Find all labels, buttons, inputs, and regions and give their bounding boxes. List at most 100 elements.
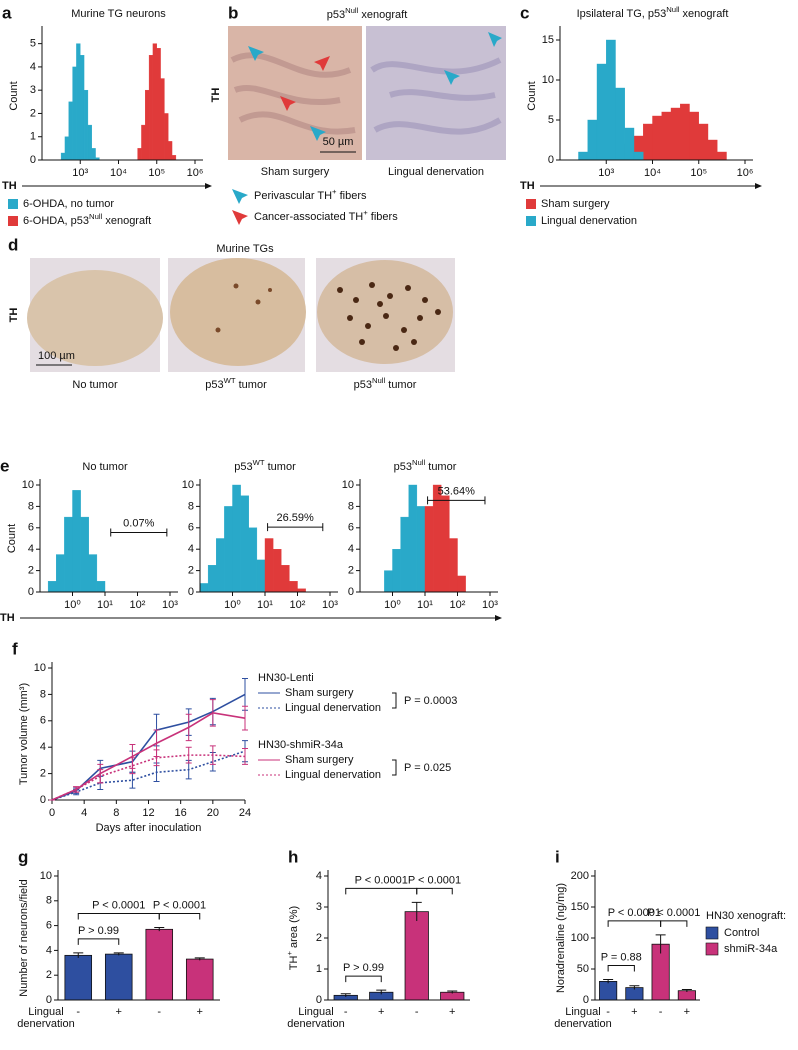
histogram-bar xyxy=(596,63,607,161)
superscript: Null xyxy=(666,5,680,14)
gate xyxy=(110,528,168,537)
histogram-bar xyxy=(578,151,588,161)
legend-arrow xyxy=(232,210,248,225)
scale-label: 100 µm xyxy=(38,350,75,362)
histogram-bar xyxy=(152,43,157,161)
text-part: p53 xyxy=(327,9,345,21)
y-tick-label: 2 xyxy=(30,107,36,119)
histogram-bar xyxy=(272,549,282,593)
panel-label: i xyxy=(555,847,560,866)
text-part: p53 xyxy=(234,461,252,473)
histogram-bar xyxy=(680,103,690,161)
histogram-bar xyxy=(633,151,644,161)
legend-label: Lingual denervation xyxy=(285,769,381,781)
caption: Sham surgery xyxy=(261,166,330,178)
histogram-bar xyxy=(587,119,598,161)
y-tick-label: 0 xyxy=(548,154,554,166)
histogram-bar xyxy=(392,549,401,593)
stained-cells xyxy=(215,283,272,333)
x-tick-label: 10⁶ xyxy=(737,167,754,179)
error-bar xyxy=(411,901,422,921)
arrowheads-perivascular xyxy=(248,32,502,141)
p-value: P > 0.99 xyxy=(343,962,384,974)
error-bar xyxy=(376,989,387,995)
histogram-bar xyxy=(289,581,298,593)
histogram-bar xyxy=(47,581,57,593)
x-tick-label: 0 xyxy=(49,807,55,819)
histogram-bar xyxy=(232,484,241,593)
y-axis-label: Count xyxy=(6,524,18,553)
y-tick-label: 0 xyxy=(28,586,34,598)
p-value: P < 0.0001 xyxy=(92,899,145,911)
y-tick-label: 4 xyxy=(46,944,52,956)
x-tick-label: - xyxy=(344,1006,348,1018)
scale-label: 50 µm xyxy=(323,136,354,148)
text-part: tumor xyxy=(236,379,268,391)
y-tick-label: 0 xyxy=(316,994,322,1006)
gate xyxy=(267,523,324,532)
tissue xyxy=(170,258,306,366)
p-value: P > 0.99 xyxy=(78,925,119,937)
y-tick-label: 8 xyxy=(40,688,46,700)
y-tick-label: 4 xyxy=(348,543,354,555)
legend-title: HN30 xenograft: xyxy=(706,910,786,922)
y-tick-label: 8 xyxy=(348,500,354,512)
tissue xyxy=(27,270,163,366)
panel-title: p53Null xenograft xyxy=(327,6,408,21)
x-axis-label: Lingual xyxy=(298,1006,333,1018)
legend-group: HN30-shmiR-34a xyxy=(258,739,344,751)
x-tick-label: 4 xyxy=(81,807,87,819)
p-value: P < 0.0001 xyxy=(355,874,408,886)
superscript: Null xyxy=(345,6,359,15)
legend-label: Cancer-associated TH+ fibers xyxy=(254,208,398,223)
histogram-bar xyxy=(248,527,258,593)
histogram-bar xyxy=(148,55,154,161)
legend-label: Perivascular TH+ fibers xyxy=(254,187,367,202)
histogram-bar xyxy=(449,538,458,593)
series-line xyxy=(51,712,246,801)
significance-bracket xyxy=(660,920,688,927)
p-value: P = 0.0003 xyxy=(404,695,457,707)
panel-b: b p53Null xenograft TH 50 µm Sham surger… xyxy=(210,3,506,225)
y-tick-label: 0 xyxy=(40,794,46,806)
y-axis-label: Tumor volume (mm³) xyxy=(18,683,30,785)
y-tick-label: 6 xyxy=(188,522,194,534)
x-axis-label: denervation xyxy=(287,1018,345,1030)
significance-bracket xyxy=(77,912,160,920)
x-tick-label: 20 xyxy=(207,807,219,819)
y-tick-label: 0 xyxy=(46,994,52,1006)
p-value: P < 0.0001 xyxy=(608,907,661,919)
x-tick-label: 10³ xyxy=(482,599,498,611)
x-tick-label: 10³ xyxy=(322,599,338,611)
histogram-bar xyxy=(670,107,681,161)
significance-bracket xyxy=(77,938,120,945)
histogram-bar xyxy=(72,66,77,161)
stain-label: TH xyxy=(8,308,20,323)
x-axis-label: Lingual xyxy=(565,1006,600,1018)
text-part: tumor xyxy=(425,461,457,473)
text-part: p53 xyxy=(205,379,223,391)
y-tick-label: 6 xyxy=(348,522,354,534)
histogram-bar xyxy=(80,55,85,161)
y-tick-label: 200 xyxy=(571,870,589,882)
gate-label: 26.59% xyxy=(277,512,315,524)
histogram-bar xyxy=(199,583,209,593)
histogram-bar xyxy=(88,554,98,593)
histogram-bar xyxy=(76,43,81,161)
bar xyxy=(145,928,174,1001)
x-tick-label: - xyxy=(157,1006,161,1018)
significance-bracket xyxy=(158,912,201,920)
superscript: + xyxy=(332,187,337,196)
legend-label: 6-OHDA, no tumor xyxy=(23,198,114,210)
histogram-bar xyxy=(72,490,81,593)
histogram-bar xyxy=(416,506,426,593)
tissue xyxy=(317,260,453,364)
caption: Lingual denervation xyxy=(388,166,484,178)
x-tick-label: 10¹ xyxy=(257,599,273,611)
x-tick-label: + xyxy=(684,1006,690,1018)
gate-label: 53.64% xyxy=(438,485,476,497)
legend-arrow xyxy=(232,189,248,204)
histogram-bar xyxy=(145,89,150,161)
error-bar xyxy=(113,952,124,956)
